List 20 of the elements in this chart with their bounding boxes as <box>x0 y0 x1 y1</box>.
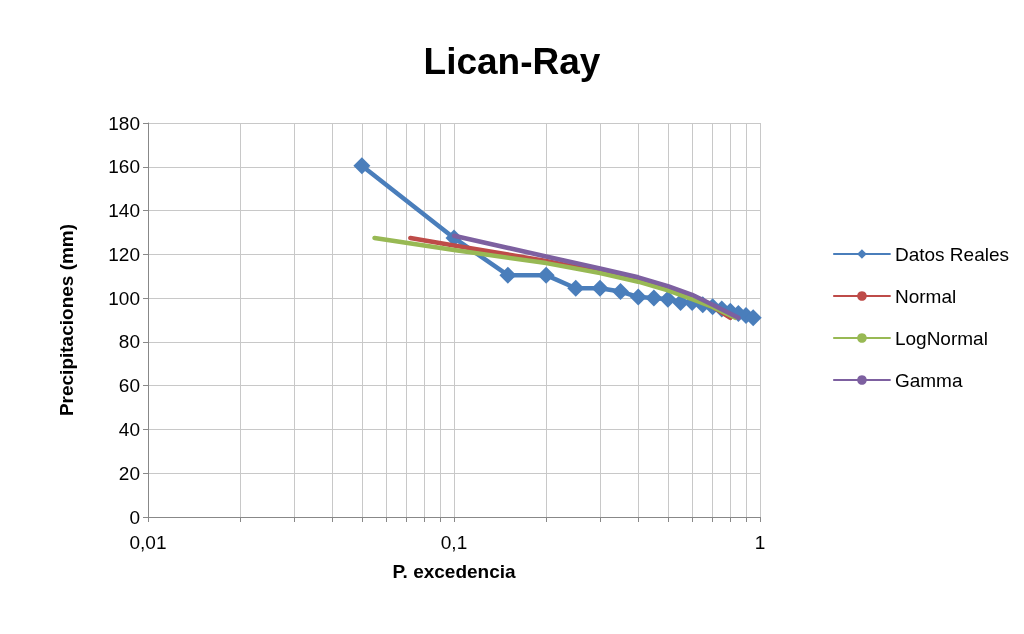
x-axis-title: P. excedencia <box>392 561 517 582</box>
x-tick-label: 1 <box>754 532 766 553</box>
y-tick-label: 120 <box>108 243 140 265</box>
legend-label: Datos Reales <box>894 243 1010 265</box>
chart-title: Lican-Ray <box>423 41 601 82</box>
legend-label: Normal <box>894 285 957 307</box>
y-tick-label: 40 <box>118 418 140 440</box>
y-tick-label: 20 <box>118 462 140 484</box>
legend-label: LogNormal <box>894 327 988 349</box>
y-tick-label: 180 <box>108 112 140 134</box>
y-tick-label: 100 <box>108 287 140 309</box>
y-tick-label: 60 <box>118 375 140 397</box>
y-tick-label: 0 <box>129 506 140 528</box>
x-tick-label: 0,01 <box>129 532 167 553</box>
legend-label: Gamma <box>894 369 963 391</box>
y-tick-label: 140 <box>108 200 140 222</box>
y-tick-label: 160 <box>108 156 140 178</box>
y-axis-title: Precipitaciones (mm) <box>56 223 77 417</box>
y-tick-label: 80 <box>118 331 140 353</box>
x-tick-label: 0,1 <box>440 532 468 553</box>
